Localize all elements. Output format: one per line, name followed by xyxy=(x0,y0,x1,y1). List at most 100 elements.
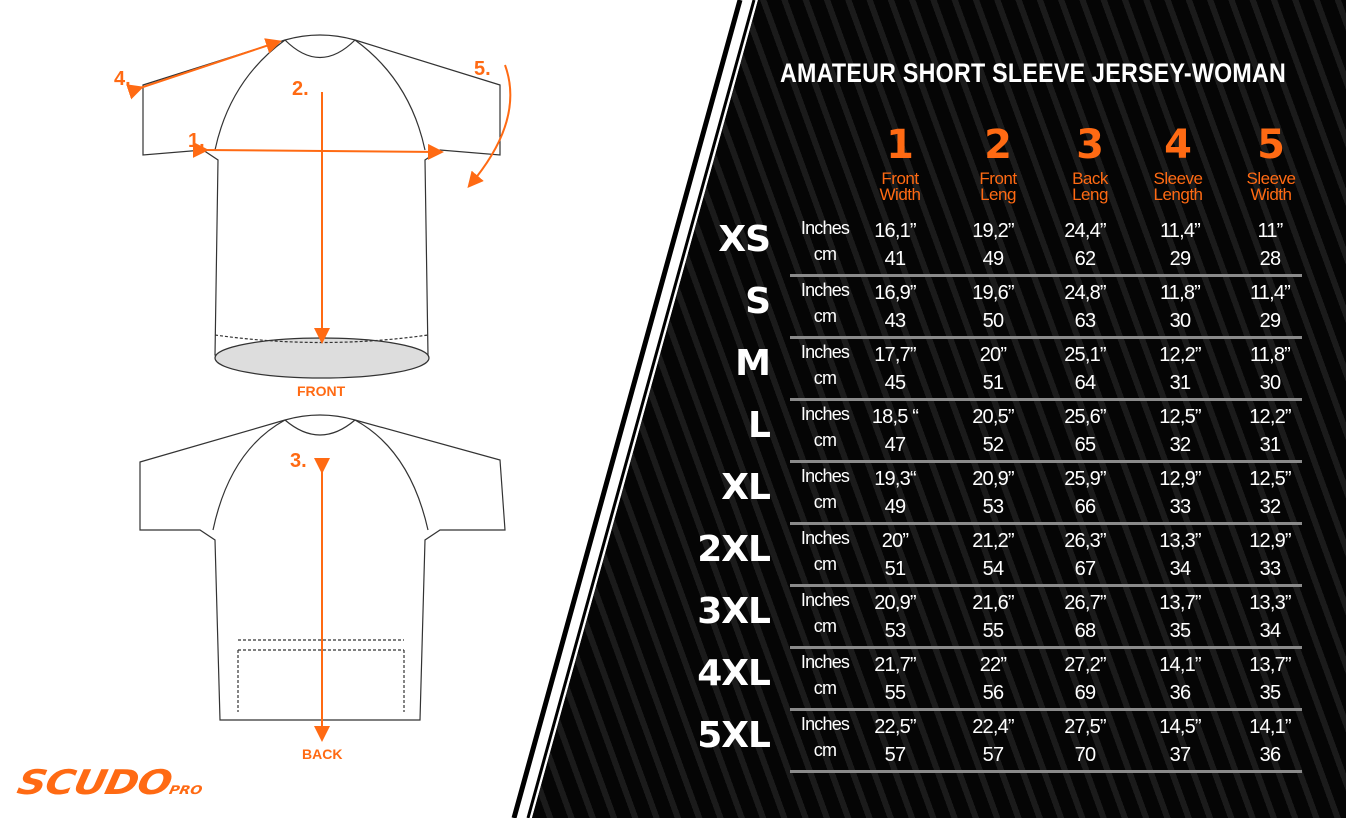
value-cm: 32 xyxy=(1259,496,1281,518)
table-row: 4XL Inches cm 21,7” 55 22” 56 27,2” 69 14,1” 36 1… xyxy=(690,649,1302,711)
value-inches: 19,6” xyxy=(972,282,1014,304)
value-cm: 53 xyxy=(982,496,1004,518)
value-inches: 19,2” xyxy=(972,220,1014,242)
value-inches: 20” xyxy=(881,530,909,552)
value-inches: 12,9” xyxy=(1249,530,1291,552)
value-cm: 36 xyxy=(1169,682,1191,704)
value-inches: 13,7” xyxy=(1249,654,1291,676)
column-header-5: 5 Sleeve Width xyxy=(1226,125,1316,203)
value-cm: 32 xyxy=(1169,434,1191,456)
marker-1: 1. xyxy=(188,130,205,152)
unit-cm: cm xyxy=(813,368,837,388)
unit-cm: cm xyxy=(813,740,837,760)
value-inches: 20,5” xyxy=(972,406,1014,428)
value-inches: 20,9” xyxy=(874,592,916,614)
column-number: 4 xyxy=(1164,122,1192,168)
row-divider xyxy=(790,336,1302,339)
size-label: 5XL xyxy=(697,715,771,756)
column-label: Sleeve Length xyxy=(1153,169,1204,204)
value-cm: 51 xyxy=(982,372,1004,394)
marker-5: 5. xyxy=(474,58,491,80)
table-row: M Inches cm 17,7” 45 20” 51 25,1” 64 12,2” 31 11,… xyxy=(690,339,1302,401)
value-cm: 28 xyxy=(1259,248,1281,270)
table-row: 3XL Inches cm 20,9” 53 21,6” 55 26,7” 68 13,7” 3… xyxy=(690,587,1302,649)
unit-inches: Inches xyxy=(800,528,850,548)
value-cm: 66 xyxy=(1074,496,1096,518)
value-inches: 12,5” xyxy=(1249,468,1291,490)
table-row: S Inches cm 16,9” 43 19,6” 50 24,8” 63 11,8” 30 1… xyxy=(690,277,1302,339)
value-cm: 35 xyxy=(1259,682,1281,704)
value-cm: 68 xyxy=(1074,620,1096,642)
value-inches: 14,1” xyxy=(1249,716,1291,738)
unit-inches: Inches xyxy=(800,218,850,238)
unit-cm: cm xyxy=(813,430,837,450)
table-row: 5XL Inches cm 22,5” 57 22,4” 57 27,5” 70 14,5” 3… xyxy=(690,711,1302,773)
value-cm: 67 xyxy=(1074,558,1096,580)
value-inches: 16,9” xyxy=(874,282,916,304)
value-cm: 70 xyxy=(1074,744,1096,766)
jersey-diagram xyxy=(126,34,512,742)
value-cm: 30 xyxy=(1259,372,1281,394)
row-divider xyxy=(790,398,1302,401)
size-label: M xyxy=(735,343,771,384)
value-cm: 47 xyxy=(884,434,906,456)
row-divider xyxy=(790,274,1302,277)
size-label: S xyxy=(745,281,771,322)
column-header-1: 1 Front Width xyxy=(855,125,945,203)
marker-2: 2. xyxy=(292,78,309,100)
column-number: 1 xyxy=(886,122,914,168)
value-cm: 55 xyxy=(982,620,1004,642)
value-inches: 25,9” xyxy=(1064,468,1106,490)
size-label: XS xyxy=(718,219,771,260)
value-inches: 22” xyxy=(979,654,1007,676)
size-label: 2XL xyxy=(697,529,771,570)
scudo-pro-logo: SCUDOPRO xyxy=(13,763,204,803)
column-label: Back Leng xyxy=(1072,169,1108,204)
row-divider xyxy=(790,584,1302,587)
unit-cm: cm xyxy=(813,678,837,698)
back-label: BACK xyxy=(302,746,343,762)
value-cm: 36 xyxy=(1259,744,1281,766)
column-header-4: 4 Sleeve Length xyxy=(1133,125,1223,203)
value-inches: 27,2” xyxy=(1064,654,1106,676)
value-inches: 20,9” xyxy=(972,468,1014,490)
column-number: 2 xyxy=(984,122,1012,168)
value-cm: 34 xyxy=(1169,558,1191,580)
value-inches: 11,8” xyxy=(1159,282,1201,304)
chart-title: AMATEUR SHORT SLEEVE JERSEY-WOMAN xyxy=(780,58,1287,88)
table-row: 2XL Inches cm 20” 51 21,2” 54 26,3” 67 13,3” 34 1… xyxy=(690,525,1302,587)
column-number: 5 xyxy=(1257,122,1285,168)
value-cm: 54 xyxy=(982,558,1004,580)
value-cm: 30 xyxy=(1169,310,1191,332)
value-cm: 57 xyxy=(884,744,906,766)
table-row: L Inches cm 18,5 “ 47 20,5” 52 25,6” 65 12,5” 32… xyxy=(690,401,1302,463)
value-cm: 69 xyxy=(1074,682,1096,704)
column-header-3: 3 Back Leng xyxy=(1045,125,1135,203)
unit-inches: Inches xyxy=(800,280,850,300)
unit-inches: Inches xyxy=(800,342,850,362)
value-inches: 11” xyxy=(1257,220,1283,242)
value-inches: 25,6” xyxy=(1064,406,1106,428)
value-cm: 63 xyxy=(1074,310,1096,332)
value-cm: 31 xyxy=(1259,434,1281,456)
value-inches: 24,8” xyxy=(1064,282,1106,304)
unit-inches: Inches xyxy=(800,652,850,672)
column-number: 3 xyxy=(1076,122,1104,168)
size-label: 3XL xyxy=(697,591,771,632)
value-inches: 12,9” xyxy=(1159,468,1201,490)
front-label: FRONT xyxy=(297,383,346,399)
value-inches: 13,3” xyxy=(1249,592,1291,614)
value-cm: 31 xyxy=(1169,372,1191,394)
value-cm: 56 xyxy=(982,682,1004,704)
value-cm: 45 xyxy=(884,372,906,394)
value-cm: 33 xyxy=(1169,496,1191,518)
value-inches: 20” xyxy=(979,344,1007,366)
value-inches: 27,5” xyxy=(1064,716,1106,738)
size-label: 4XL xyxy=(697,653,771,694)
value-inches: 16,1” xyxy=(874,220,916,242)
unit-inches: Inches xyxy=(800,404,850,424)
value-inches: 13,7” xyxy=(1159,592,1201,614)
column-label: Front Leng xyxy=(979,169,1017,204)
value-inches: 26,3” xyxy=(1064,530,1106,552)
row-divider xyxy=(790,522,1302,525)
